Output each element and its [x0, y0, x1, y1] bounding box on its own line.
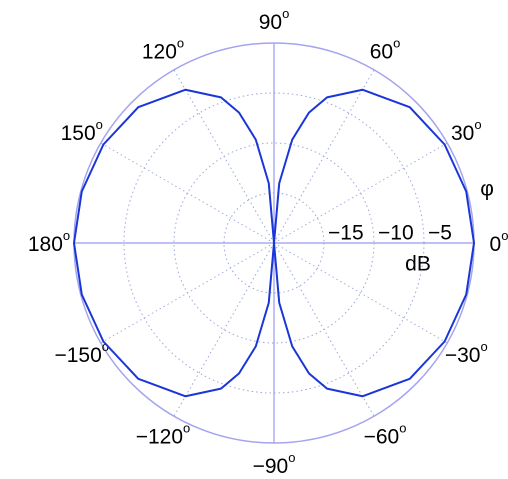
grid-spoke: [273, 142, 448, 244]
theta-tick-number: 120: [142, 40, 177, 63]
theta-tick-number: 30: [451, 122, 474, 145]
theta-tick-label: 150o: [61, 117, 103, 144]
theta-tick-label: 90o: [259, 6, 290, 33]
theta-tick-number: 0: [490, 233, 502, 256]
grid-spoke: [100, 242, 275, 344]
degree-mark: o: [501, 228, 508, 243]
theta-tick-number: −120: [136, 425, 183, 448]
pattern-line: [73, 88, 475, 398]
degree-mark: o: [177, 36, 184, 51]
degree-mark: o: [474, 117, 481, 132]
theta-tick-label: 120o: [142, 36, 184, 63]
theta-tick-number: −150: [54, 344, 101, 367]
theta-tick-label: −30o: [445, 339, 488, 366]
r-axis-label: dB: [405, 253, 431, 276]
degree-mark: o: [63, 228, 70, 243]
theta-tick-number: −30: [445, 344, 481, 367]
degree-mark: o: [288, 450, 295, 465]
grid-spoke: [100, 142, 275, 244]
theta-tick-number: −90: [253, 455, 289, 478]
grid-spoke: [273, 69, 375, 244]
theta-tick-label: −150o: [54, 339, 109, 366]
theta-tick-number: 60: [370, 40, 393, 63]
degree-mark: o: [183, 421, 190, 436]
theta-tick-label: 60o: [370, 36, 401, 63]
theta-tick-label: 0o: [490, 228, 508, 255]
theta-tick-number: 180: [28, 233, 63, 256]
degree-mark: o: [393, 36, 400, 51]
theta-tick-number: 90: [259, 11, 282, 34]
degree-mark: o: [399, 421, 406, 436]
theta-tick-label: 180o: [28, 228, 70, 255]
theta-tick-label: −90o: [253, 450, 296, 477]
theta-tick-number: −60: [364, 425, 400, 448]
grid-spoke: [173, 69, 275, 244]
degree-mark: o: [282, 6, 289, 21]
r-tick-label: −10: [378, 222, 414, 245]
degree-mark: o: [96, 117, 103, 132]
degree-mark: o: [102, 339, 109, 354]
degree-mark: o: [480, 339, 487, 354]
theta-axis-label: φ: [480, 178, 494, 201]
r-tick-label: −15: [328, 222, 364, 245]
theta-tick-number: 150: [61, 122, 96, 145]
theta-tick-label: −120o: [136, 421, 191, 448]
theta-tick-label: 30o: [451, 117, 482, 144]
grid-spoke: [273, 242, 375, 417]
grid-spoke: [173, 242, 275, 417]
theta-tick-label: −60o: [364, 421, 407, 448]
grid-spoke: [273, 242, 448, 344]
r-tick-label: −5: [428, 222, 452, 245]
